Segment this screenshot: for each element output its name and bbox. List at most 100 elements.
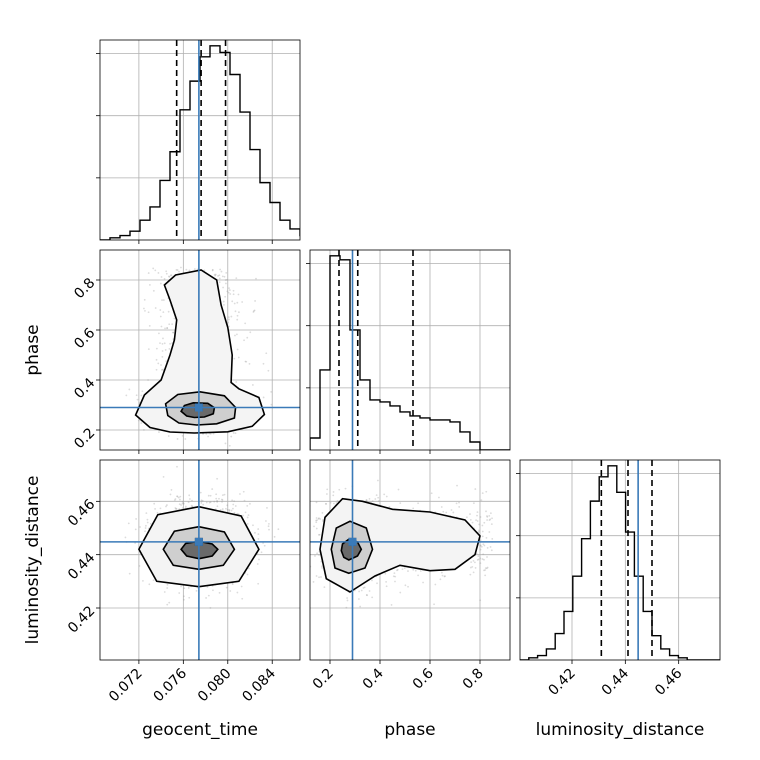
sample-point bbox=[231, 499, 234, 502]
sample-point bbox=[144, 527, 147, 529]
sample-point bbox=[153, 502, 156, 505]
sample-point bbox=[161, 355, 164, 358]
sample-point bbox=[232, 293, 235, 296]
sample-point bbox=[242, 514, 244, 517]
sample-point bbox=[136, 398, 139, 401]
sample-point bbox=[268, 528, 270, 531]
sample-point bbox=[135, 518, 137, 520]
sample-point bbox=[320, 576, 322, 578]
sample-point bbox=[491, 537, 494, 540]
sample-point bbox=[490, 523, 493, 526]
sample-point bbox=[173, 499, 176, 501]
sample-point bbox=[368, 497, 371, 500]
sample-point bbox=[180, 585, 182, 588]
sample-point bbox=[252, 311, 255, 313]
sample-point bbox=[484, 569, 487, 571]
sample-point bbox=[166, 327, 169, 329]
sample-point bbox=[216, 500, 219, 503]
sample-point bbox=[484, 567, 487, 570]
sample-point bbox=[393, 572, 396, 575]
sample-point bbox=[323, 586, 326, 589]
sample-point bbox=[394, 580, 396, 583]
sample-point bbox=[171, 323, 174, 326]
sample-point bbox=[480, 499, 483, 501]
sample-point bbox=[267, 525, 270, 528]
sample-point bbox=[407, 570, 409, 572]
grid bbox=[100, 40, 300, 240]
sample-point bbox=[139, 526, 141, 528]
sample-point bbox=[222, 286, 224, 289]
sample-point bbox=[242, 490, 245, 493]
sample-point bbox=[232, 503, 235, 506]
sample-point bbox=[277, 528, 280, 531]
contour-level-2 bbox=[319, 497, 481, 593]
sample-point bbox=[225, 271, 228, 274]
sample-point bbox=[485, 510, 487, 513]
y-tick-label: 0.44 bbox=[65, 550, 98, 583]
sample-point bbox=[230, 435, 233, 438]
contour-level-1 bbox=[164, 390, 237, 426]
sample-point bbox=[207, 435, 209, 438]
x-axis-label: geocent_time bbox=[142, 720, 258, 740]
sample-point bbox=[142, 428, 145, 431]
sample-point bbox=[312, 581, 315, 583]
sample-point bbox=[152, 267, 155, 270]
sample-point bbox=[332, 494, 335, 497]
sample-point bbox=[160, 364, 162, 366]
sample-point bbox=[163, 591, 166, 593]
sample-point bbox=[180, 266, 182, 269]
sample-point bbox=[471, 565, 474, 568]
sample-point bbox=[469, 566, 472, 569]
sample-point bbox=[385, 580, 388, 583]
sample-point bbox=[489, 512, 492, 515]
sample-point bbox=[158, 332, 160, 335]
sample-point bbox=[217, 275, 219, 277]
sample-point bbox=[221, 501, 223, 503]
sample-point bbox=[469, 573, 472, 576]
sample-point bbox=[265, 352, 268, 355]
sample-point bbox=[225, 282, 227, 285]
sample-point bbox=[206, 586, 209, 588]
sample-point bbox=[245, 360, 248, 363]
sample-point bbox=[162, 475, 165, 478]
y-axis-label: luminosity_distance bbox=[23, 476, 43, 645]
sample-point bbox=[472, 571, 475, 574]
sample-point bbox=[141, 390, 144, 393]
sample-point bbox=[249, 502, 251, 505]
sample-point bbox=[441, 574, 444, 577]
sample-point bbox=[143, 307, 145, 310]
sample-point bbox=[240, 585, 243, 588]
sample-point bbox=[169, 493, 172, 496]
sample-point bbox=[157, 272, 160, 274]
sample-point bbox=[172, 331, 174, 334]
sample-point bbox=[218, 274, 221, 277]
sample-point bbox=[228, 289, 231, 291]
sample-point bbox=[176, 465, 178, 468]
sample-point bbox=[422, 581, 424, 584]
sample-point bbox=[241, 301, 244, 303]
sample-point bbox=[191, 505, 194, 508]
sample-point bbox=[237, 293, 240, 296]
sample-point bbox=[491, 517, 493, 520]
sample-point bbox=[232, 507, 234, 510]
sample-point bbox=[476, 520, 479, 522]
sample-point bbox=[232, 289, 235, 292]
sample-point bbox=[318, 576, 320, 579]
sample-point bbox=[161, 343, 164, 345]
sample-point bbox=[228, 509, 231, 511]
sample-point bbox=[209, 432, 212, 435]
sample-point bbox=[270, 391, 273, 393]
sample-point bbox=[484, 574, 487, 577]
sample-point bbox=[321, 520, 324, 522]
sample-point bbox=[227, 291, 230, 294]
sample-point bbox=[154, 307, 157, 309]
sample-point bbox=[226, 278, 228, 281]
sample-point bbox=[442, 510, 445, 513]
x-tick-label: 0.084 bbox=[239, 665, 279, 705]
sample-point bbox=[485, 567, 488, 570]
sample-point bbox=[134, 528, 137, 531]
sample-point bbox=[268, 522, 270, 525]
sample-point bbox=[443, 575, 446, 578]
sample-point bbox=[444, 575, 446, 578]
sample-point bbox=[213, 500, 216, 503]
